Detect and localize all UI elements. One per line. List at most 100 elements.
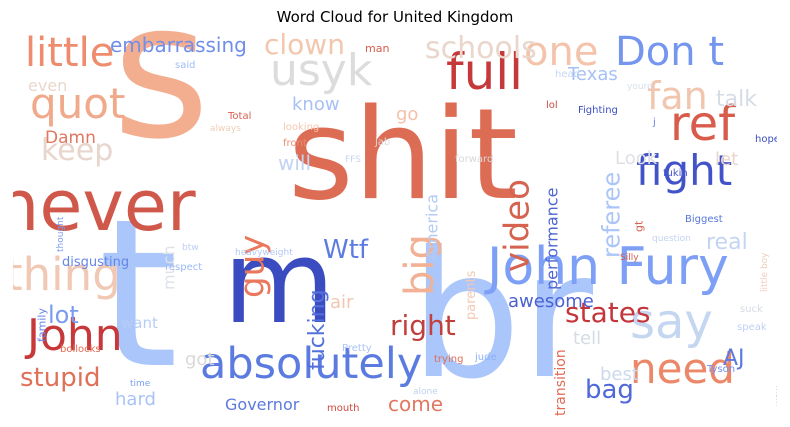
cloud-word-america: America: [422, 194, 441, 260]
cloud-word-lol: lol: [546, 100, 558, 111]
cloud-word-total: Total: [227, 111, 251, 122]
cloud-word-fucking: fucking: [305, 289, 330, 370]
cloud-word-s: s: [112, 30, 210, 181]
chart-title: Word Cloud for United Kingdom: [276, 8, 514, 26]
cloud-word-let: let: [715, 149, 738, 170]
cloud-word-front: front: [283, 138, 307, 149]
cloud-word-jab: jab: [374, 137, 390, 148]
cloud-word-clown: clown: [264, 30, 345, 61]
cloud-word-embarrassing: embarrassing: [110, 33, 247, 57]
cloud-word-aj: AJ: [723, 346, 745, 371]
cloud-word-head: head: [555, 69, 580, 80]
cloud-word-awesome: awesome: [508, 291, 594, 312]
cloud-word-tell: tell: [573, 328, 601, 349]
cloud-word-suck: suck: [740, 304, 763, 315]
cloud-word-say: say: [630, 294, 713, 350]
cloud-word-always: always: [210, 124, 241, 134]
cloud-word-ref: ref: [670, 96, 736, 152]
cloud-word-silly: Silly: [620, 253, 639, 263]
cloud-word-absolutely: absolutely: [200, 339, 422, 389]
cloud-word-biggest: Biggest: [685, 214, 723, 225]
cloud-word-j: j: [652, 117, 656, 128]
cloud-word-don-t: Don t: [615, 30, 724, 75]
cloud-word-pretty: Pretty: [342, 343, 372, 354]
cloud-word-wow: wow: [774, 386, 777, 406]
cloud-word-guy: guy: [233, 235, 273, 298]
cloud-word-forward: forward: [455, 154, 493, 165]
cloud-word-full: full: [446, 43, 523, 101]
cloud-word-will: will: [278, 151, 311, 175]
cloud-word-bag: bag: [585, 375, 634, 405]
cloud-word-looking: looking: [283, 122, 319, 133]
cloud-word-family: family: [36, 308, 49, 342]
cloud-word-john-fury: John Fury: [484, 237, 729, 297]
cloud-word-schools: schools: [425, 31, 537, 66]
cloud-word-little-boy: little boy: [760, 252, 770, 292]
cloud-word-video: video: [498, 179, 538, 272]
cloud-word-right: right: [390, 309, 456, 342]
cloud-word-fight: fight: [636, 146, 732, 195]
cloud-word-come: come: [388, 392, 443, 416]
cloud-word-much: much: [159, 245, 178, 290]
cloud-word-jude: jude: [474, 352, 497, 363]
cloud-word-air: air: [330, 292, 354, 313]
cloud-word-damn: Damn: [45, 128, 96, 148]
cloud-word-transition: transition: [553, 349, 569, 416]
cloud-word-texas: Texas: [567, 64, 618, 85]
cloud-word-disgusting: disgusting: [62, 255, 129, 270]
cloud-word-keep: keep: [41, 133, 113, 168]
cloud-word-heavyweight: heavyweight: [235, 248, 293, 258]
cloud-word-look: Look: [615, 148, 658, 169]
cloud-word-ffs: FFS: [345, 155, 361, 165]
cloud-word-question: question: [652, 234, 691, 244]
cloud-word-time: time: [130, 379, 151, 389]
cloud-word-bollocks: bollocks: [60, 344, 101, 355]
cloud-word-stupid: stupid: [20, 363, 100, 393]
cloud-word-tyson: Tyson: [706, 364, 735, 375]
cloud-word-speak: speak: [737, 322, 767, 333]
cloud-word-referee: referee: [598, 172, 626, 258]
cloud-word-performance: performance: [542, 188, 561, 290]
cloud-word-said: said: [175, 60, 195, 71]
cloud-word-wtf: Wtf: [323, 235, 369, 265]
cloud-word-man: man: [365, 42, 389, 55]
cloud-word-lot: lot: [48, 301, 79, 329]
cloud-word-need: need: [630, 344, 735, 393]
cloud-word-btw: btw: [182, 243, 199, 253]
cloud-word-best: best: [600, 364, 639, 385]
cloud-word-talk: talk: [716, 87, 757, 112]
cloud-word-youre: youre: [627, 82, 653, 92]
cloud-word-parents: parents: [464, 270, 479, 320]
cloud-word-little: little: [25, 30, 114, 76]
cloud-word-br: br: [410, 215, 593, 416]
cloud-word-mouth: mouth: [327, 403, 359, 414]
cloud-word-want: want: [121, 314, 158, 332]
cloud-word-go: go: [396, 104, 418, 125]
word-cloud: shit s t br never m John Fury absolutely Don t ne…: [13, 30, 777, 416]
cloud-word-quot: quot: [30, 79, 125, 128]
cloud-word-fighting: Fighting: [578, 105, 618, 116]
cloud-word-t: t: [98, 176, 178, 414]
cloud-word-real: real: [706, 230, 748, 255]
cloud-word-hope: hope: [755, 134, 777, 145]
cloud-word-got: got: [185, 349, 215, 370]
cloud-word-shit: shit: [288, 81, 518, 228]
cloud-word-never: never: [13, 165, 196, 247]
cloud-word-know: know: [292, 94, 340, 115]
cloud-word-governor: Governor: [225, 395, 300, 414]
cloud-word-thing: thing: [13, 248, 121, 301]
cloud-word-thought: thought: [56, 216, 66, 252]
cloud-word-usyk: usyk: [270, 45, 373, 96]
cloud-word-fukin: fukin: [663, 168, 688, 179]
cloud-word-hard: hard: [115, 389, 156, 410]
cloud-word-respect: respect: [165, 262, 202, 273]
cloud-word-states: states: [565, 296, 651, 329]
cloud-word-big: big: [397, 234, 443, 296]
cloud-word-gt: gt: [633, 220, 646, 232]
cloud-word-one: one: [524, 30, 598, 75]
cloud-word-even: even: [28, 76, 67, 95]
cloud-word-john: John: [24, 310, 123, 361]
cloud-word-alone: alone: [413, 387, 438, 397]
cloud-word-trying: trying: [434, 354, 463, 365]
